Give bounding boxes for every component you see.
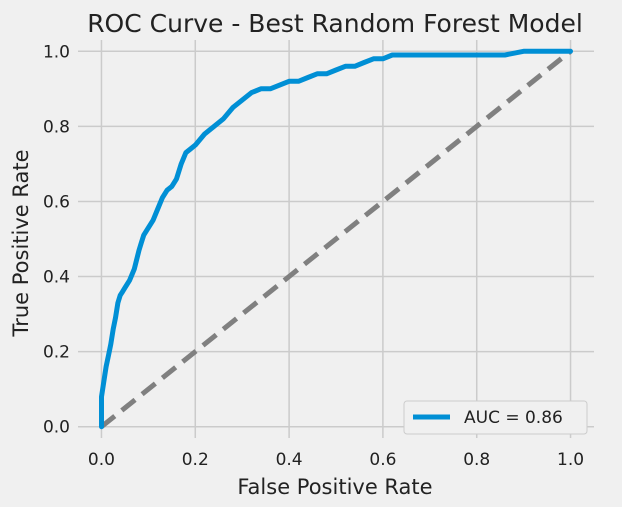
- legend-label: AUC = 0.86: [464, 408, 563, 428]
- legend-box: [403, 400, 588, 435]
- y-tick-label: 1.0: [43, 42, 70, 62]
- x-axis-label: False Positive Rate: [237, 475, 432, 499]
- grid: [78, 40, 594, 438]
- chart-title: ROC Curve - Best Random Forest Model: [87, 9, 583, 38]
- x-tick-label: 0.2: [182, 450, 209, 470]
- chance-diagonal-line: [99, 49, 573, 429]
- x-tick-label: 1.0: [557, 450, 584, 470]
- y-tick-label: 0.2: [43, 343, 70, 363]
- x-tick-label: 0.6: [369, 450, 396, 470]
- x-tick-label: 0.4: [276, 450, 303, 470]
- x-tick-label: 0.0: [88, 450, 115, 470]
- legend: AUC = 0.86: [403, 400, 588, 435]
- y-tick-label: 0.4: [43, 268, 70, 288]
- y-tick-label: 0.0: [43, 418, 70, 438]
- series-layer: [99, 48, 573, 430]
- y-tick-label: 0.6: [43, 192, 70, 212]
- tick-labels: 0.0 0.2 0.4 0.6 0.8 1.0 0.0 0.2 0.4 0.6 0.8 1.0: [43, 42, 584, 470]
- y-tick-label: 0.8: [43, 117, 70, 137]
- y-axis-label: True Positive Rate: [9, 149, 33, 337]
- x-tick-label: 0.8: [463, 450, 490, 470]
- roc-curve-line: [99, 48, 573, 430]
